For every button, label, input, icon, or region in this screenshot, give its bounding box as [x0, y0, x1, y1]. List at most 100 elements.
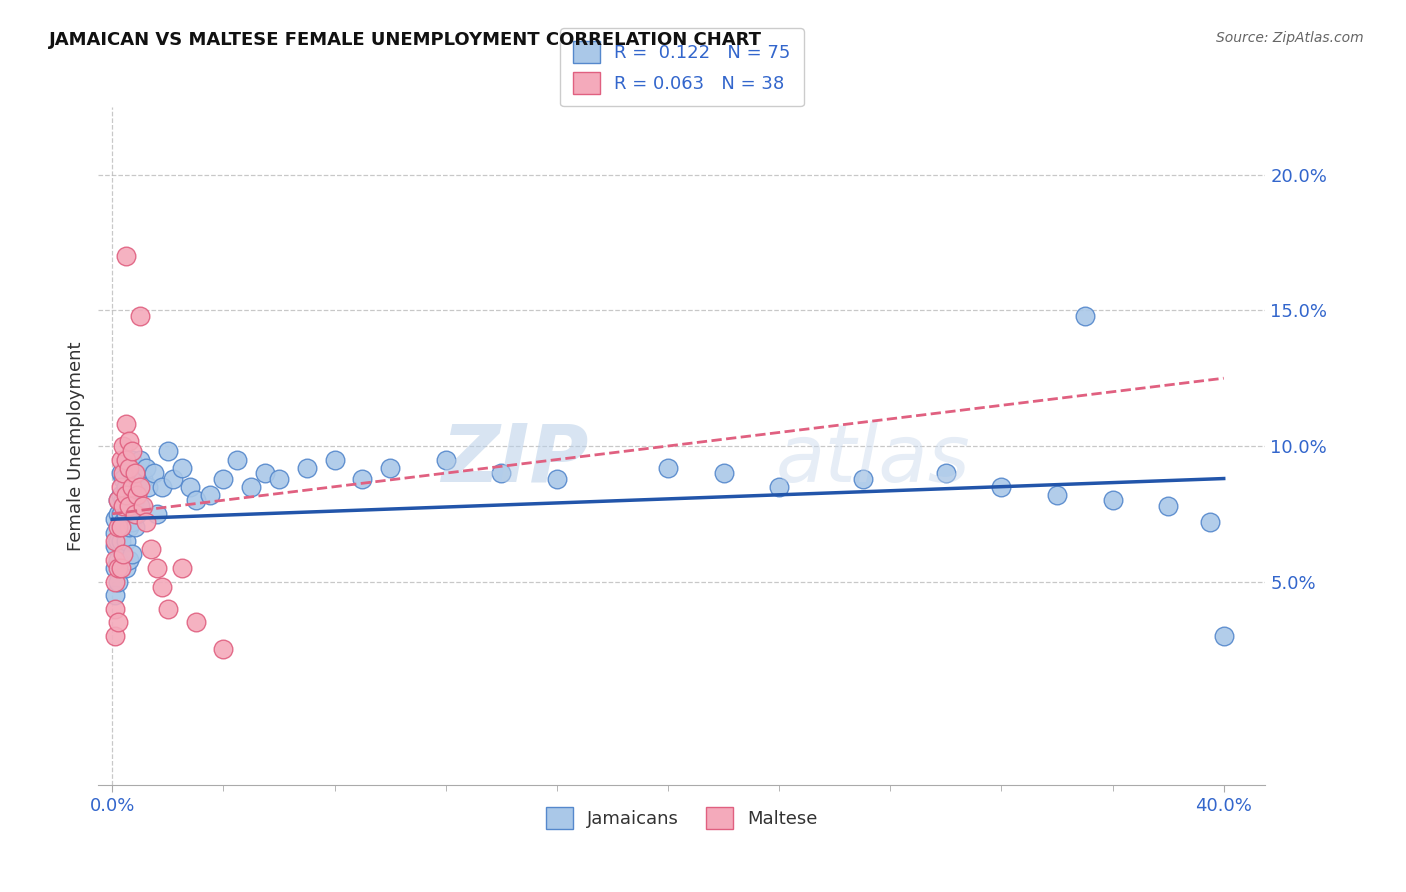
Point — [124, 466, 146, 480]
Point — [146, 507, 169, 521]
Point — [104, 525, 127, 540]
Point — [323, 452, 346, 467]
Point — [135, 460, 157, 475]
Point — [107, 507, 129, 521]
Point — [240, 480, 263, 494]
Point — [121, 548, 143, 562]
Point — [184, 493, 207, 508]
Point — [110, 507, 132, 521]
Point — [127, 488, 149, 502]
Point — [104, 588, 127, 602]
Point — [212, 471, 235, 485]
Point — [104, 553, 127, 567]
Point — [110, 480, 132, 494]
Point — [115, 452, 138, 467]
Point — [115, 507, 138, 521]
Point — [212, 642, 235, 657]
Point — [143, 466, 166, 480]
Text: JAMAICAN VS MALTESE FEMALE UNEMPLOYMENT CORRELATION CHART: JAMAICAN VS MALTESE FEMALE UNEMPLOYMENT … — [49, 31, 762, 49]
Point — [179, 480, 201, 494]
Point — [107, 493, 129, 508]
Point — [115, 417, 138, 432]
Point — [295, 460, 318, 475]
Point — [129, 309, 152, 323]
Point — [380, 460, 402, 475]
Point — [1074, 309, 1097, 323]
Point — [156, 601, 179, 615]
Point — [851, 471, 873, 485]
Y-axis label: Female Unemployment: Female Unemployment — [66, 342, 84, 550]
Point — [104, 561, 127, 575]
Point — [127, 480, 149, 494]
Point — [112, 515, 135, 529]
Point — [162, 471, 184, 485]
Point — [124, 507, 146, 521]
Text: Source: ZipAtlas.com: Source: ZipAtlas.com — [1216, 31, 1364, 45]
Point — [107, 533, 129, 548]
Point — [104, 512, 127, 526]
Point — [107, 493, 129, 508]
Point — [112, 471, 135, 485]
Point — [124, 493, 146, 508]
Legend: Jamaicans, Maltese: Jamaicans, Maltese — [531, 793, 832, 844]
Point — [1101, 493, 1123, 508]
Point — [118, 434, 141, 448]
Point — [491, 466, 513, 480]
Point — [129, 452, 152, 467]
Point — [115, 533, 138, 548]
Point — [170, 561, 193, 575]
Point — [156, 444, 179, 458]
Point — [118, 460, 141, 475]
Point — [546, 471, 568, 485]
Point — [226, 452, 249, 467]
Point — [112, 493, 135, 508]
Point — [115, 249, 138, 263]
Point — [267, 471, 290, 485]
Point — [129, 480, 152, 494]
Point — [118, 553, 141, 567]
Point — [107, 574, 129, 589]
Point — [713, 466, 735, 480]
Point — [146, 561, 169, 575]
Point — [112, 439, 135, 453]
Point — [132, 499, 155, 513]
Point — [121, 444, 143, 458]
Point — [110, 561, 132, 575]
Point — [935, 466, 957, 480]
Point — [115, 561, 138, 575]
Point — [110, 533, 132, 548]
Point — [121, 452, 143, 467]
Point — [124, 520, 146, 534]
Point — [110, 452, 132, 467]
Point — [110, 561, 132, 575]
Point — [1046, 488, 1069, 502]
Point — [150, 580, 173, 594]
Point — [107, 561, 129, 575]
Point — [112, 548, 135, 562]
Point — [112, 548, 135, 562]
Point — [112, 499, 135, 513]
Point — [107, 520, 129, 534]
Point — [129, 499, 152, 513]
Point — [104, 539, 127, 553]
Point — [127, 507, 149, 521]
Point — [118, 460, 141, 475]
Point — [107, 615, 129, 630]
Point — [657, 460, 679, 475]
Point — [121, 480, 143, 494]
Point — [110, 520, 132, 534]
Point — [170, 460, 193, 475]
Point — [150, 480, 173, 494]
Point — [1198, 515, 1220, 529]
Point — [121, 485, 143, 500]
Point — [141, 542, 163, 557]
Point — [198, 488, 221, 502]
Point — [110, 466, 132, 480]
Point — [352, 471, 374, 485]
Point — [184, 615, 207, 630]
Point — [104, 629, 127, 643]
Point — [115, 480, 138, 494]
Point — [110, 488, 132, 502]
Point — [132, 471, 155, 485]
Point — [107, 553, 129, 567]
